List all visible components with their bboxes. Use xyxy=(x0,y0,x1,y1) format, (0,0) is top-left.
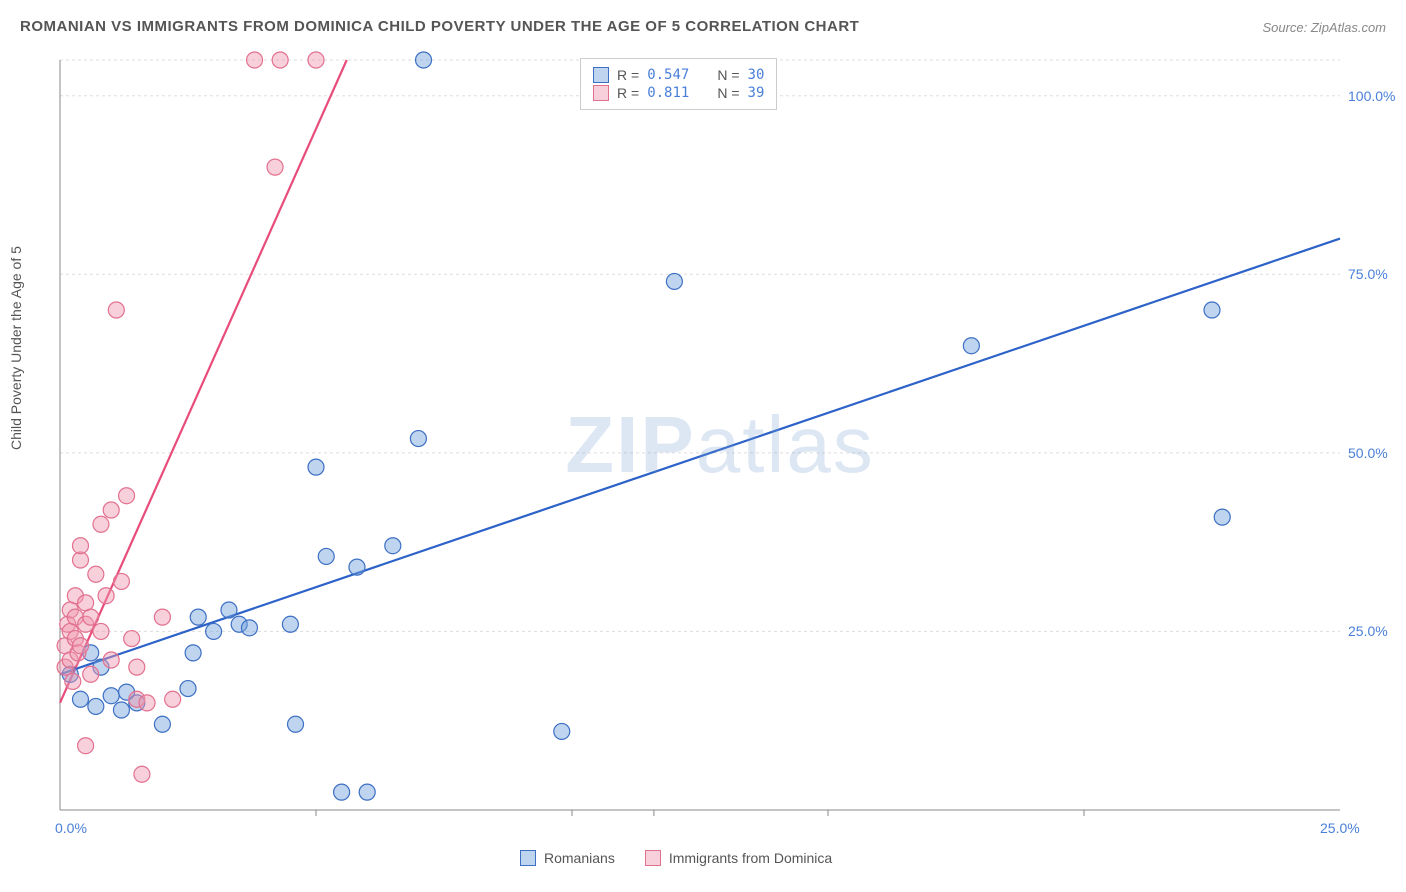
legend-stats-row: R = 0.547 N = 30 xyxy=(593,67,764,83)
y-axis-label: Child Poverty Under the Age of 5 xyxy=(8,246,24,450)
source-text: Source: ZipAtlas.com xyxy=(1262,20,1386,35)
scatter-chart xyxy=(50,50,1390,840)
legend-label: Immigrants from Dominica xyxy=(669,850,832,866)
y-tick-label: 75.0% xyxy=(1348,266,1388,282)
plot-area: ZIPatlas R = 0.547N = 30R = 0.811N = 39 … xyxy=(50,50,1390,840)
legend-swatch xyxy=(593,67,609,83)
legend-stats-box: R = 0.547 N = 30 R = 0.811 N = 39 xyxy=(580,58,777,110)
stat-n-label: N = xyxy=(717,67,739,83)
stat-n-value: 30 xyxy=(748,67,765,83)
stat-r-value: 0.547 xyxy=(647,67,689,83)
legend-stats-row: R = 0.811 N = 39 xyxy=(593,85,764,101)
stat-n-label: N = xyxy=(717,85,739,101)
x-tick-label: 25.0% xyxy=(1320,820,1360,836)
stat-n-value: 39 xyxy=(748,85,765,101)
legend-bottom: Romanians Immigrants from Dominica xyxy=(520,850,832,866)
legend-swatch xyxy=(645,850,661,866)
stat-r-label: R = xyxy=(617,85,639,101)
y-tick-label: 50.0% xyxy=(1348,445,1388,461)
legend-label: Romanians xyxy=(544,850,615,866)
x-tick-label: 0.0% xyxy=(55,820,87,836)
legend-item: Romanians xyxy=(520,850,615,866)
y-tick-label: 25.0% xyxy=(1348,623,1388,639)
legend-swatch xyxy=(520,850,536,866)
legend-item: Immigrants from Dominica xyxy=(645,850,832,866)
stat-r-label: R = xyxy=(617,67,639,83)
stat-r-value: 0.811 xyxy=(647,85,689,101)
legend-swatch xyxy=(593,85,609,101)
y-tick-label: 100.0% xyxy=(1348,88,1395,104)
chart-title: ROMANIAN VS IMMIGRANTS FROM DOMINICA CHI… xyxy=(20,18,859,35)
